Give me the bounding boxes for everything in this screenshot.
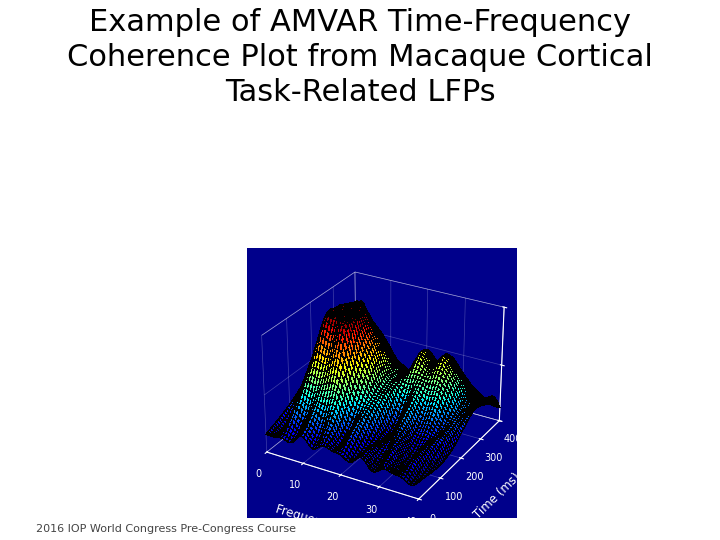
Y-axis label: Time (ms): Time (ms)	[471, 470, 523, 521]
Text: 2016 IOP World Congress Pre-Congress Course: 2016 IOP World Congress Pre-Congress Cou…	[36, 523, 296, 534]
Text: PARIETAL1 & PARIETAL2: PARIETAL1 & PARIETAL2	[246, 231, 451, 246]
X-axis label: Frequency (Hz): Frequency (Hz)	[274, 502, 363, 540]
Text: Example of AMVAR Time-Frequency
Coherence Plot from Macaque Cortical
Task-Relate: Example of AMVAR Time-Frequency Coherenc…	[67, 8, 653, 106]
